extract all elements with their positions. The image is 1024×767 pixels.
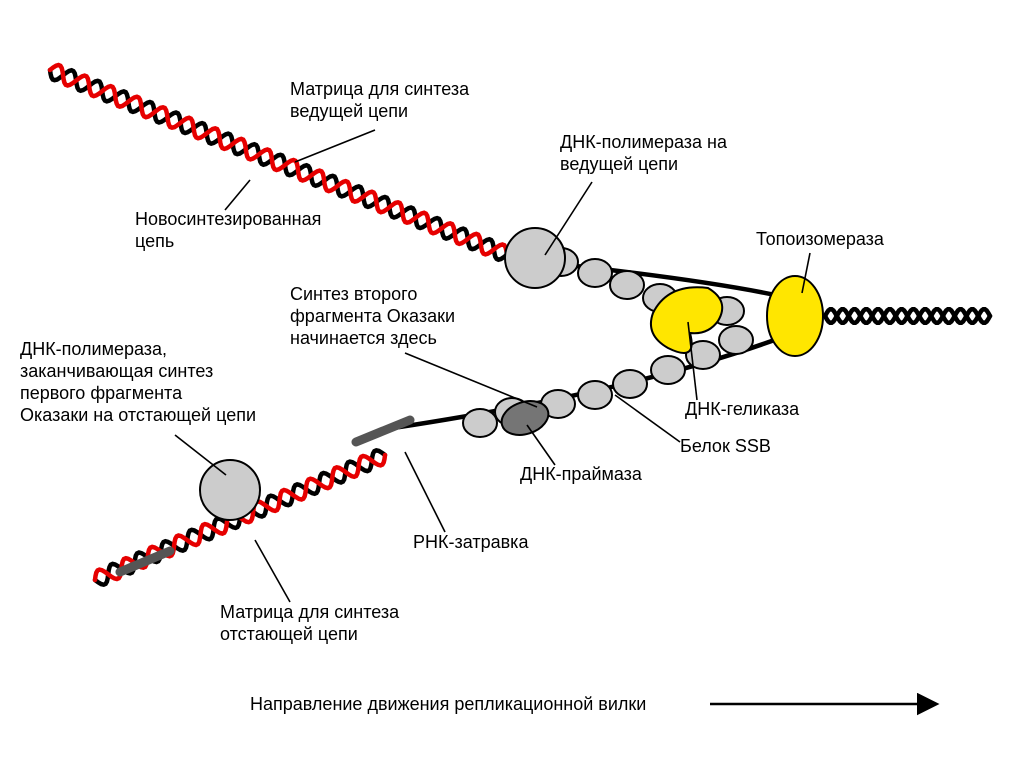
labels: Матрица для синтезаведущей цепи ДНК-полим…: [20, 79, 885, 714]
label-leading_polymerase: ДНК-полимераза наведущей цепи: [560, 132, 728, 174]
topoisomerase: [767, 276, 823, 356]
label-direction: Направление движения репликационной вилк…: [250, 694, 646, 714]
enzymes: [200, 228, 823, 520]
label-lagging_template: Матрица для синтезаотстающей цепи: [220, 602, 400, 644]
label-leading_template: Матрица для синтезаведущей цепи: [290, 79, 470, 121]
label-rna_primer: РНК-затравка: [413, 532, 529, 552]
parent-dna-helix: [825, 309, 990, 323]
label-lagging_polymerase: ДНК-полимераза,заканчивающая синтезперво…: [20, 339, 256, 425]
dna-polymerase-lagging: [200, 460, 260, 520]
rna-primers: [120, 420, 410, 572]
label-okazaki_start: Синтез второгофрагмента Оказакиначинаетс…: [290, 284, 455, 348]
label-new_strand: Новосинтезированнаяцепь: [135, 209, 321, 251]
label-ssb: Белок SSB: [680, 436, 771, 456]
label-topoisomerase: Топоизомераза: [756, 229, 885, 249]
label-helicase: ДНК-геликаза: [685, 399, 800, 419]
label-primase: ДНК-праймаза: [520, 464, 643, 484]
